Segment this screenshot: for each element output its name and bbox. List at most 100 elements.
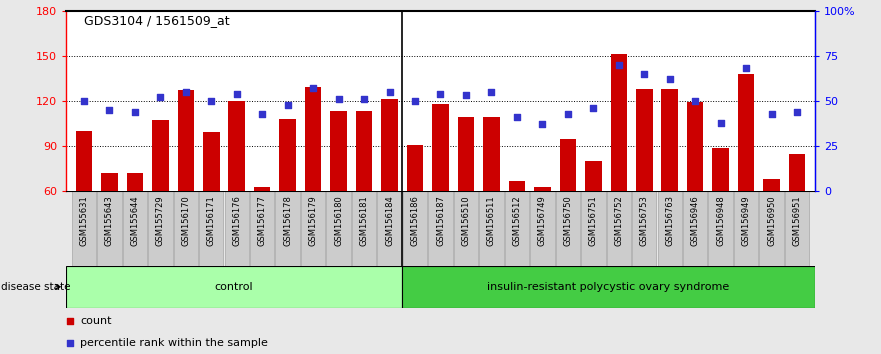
Bar [71,191,96,266]
Bar [683,191,707,266]
Point [561,111,575,116]
Point [765,111,779,116]
Point [663,76,677,82]
Bar [556,191,580,266]
Bar [250,191,274,266]
Text: GSM155631: GSM155631 [79,195,88,246]
Bar [381,99,398,191]
Bar [458,118,474,191]
Point [153,95,167,100]
Bar [301,191,325,266]
Text: GSM156753: GSM156753 [640,195,648,246]
Bar [97,191,122,266]
Text: GSM156181: GSM156181 [359,195,368,246]
Text: insulin-resistant polycystic ovary syndrome: insulin-resistant polycystic ovary syndr… [487,282,729,292]
Point [382,89,396,95]
Bar [662,89,678,191]
Point [408,98,422,104]
Point [63,319,77,324]
Text: GSM156948: GSM156948 [716,195,725,246]
Text: GSM156950: GSM156950 [767,195,776,246]
Bar [534,187,551,191]
Bar [177,90,194,191]
Bar [254,187,270,191]
Point [128,109,142,115]
Text: GSM156951: GSM156951 [793,195,802,246]
Text: GSM156180: GSM156180 [334,195,343,246]
Text: GSM156170: GSM156170 [181,195,190,246]
Text: GSM156949: GSM156949 [742,195,751,246]
Point [485,89,499,95]
Text: GSM155643: GSM155643 [105,195,114,246]
Bar [713,148,729,191]
Bar [508,181,525,191]
Text: GSM156177: GSM156177 [258,195,267,246]
Point [688,98,702,104]
Text: GSM156176: GSM156176 [233,195,241,246]
Text: GSM155729: GSM155729 [156,195,165,246]
Text: GSM156749: GSM156749 [538,195,547,246]
Point [102,107,116,113]
Point [255,111,270,116]
Bar [479,191,504,266]
Bar [127,173,143,191]
Bar [279,119,296,191]
Bar [276,191,300,266]
Text: disease state: disease state [1,282,70,292]
Bar [203,132,219,191]
Point [281,102,295,107]
Text: GSM155644: GSM155644 [130,195,139,246]
Bar [708,191,733,266]
Point [739,65,753,71]
Text: GSM156752: GSM156752 [614,195,623,246]
Point [230,91,244,97]
Text: GSM156184: GSM156184 [385,195,394,246]
Bar [763,179,780,191]
Bar [66,266,402,308]
Bar [356,112,373,191]
Bar [505,191,529,266]
Bar [454,191,478,266]
Bar [377,191,402,266]
Bar [759,191,784,266]
Bar [657,191,682,266]
Bar [483,118,500,191]
Bar [152,120,168,191]
Point [637,71,651,76]
Bar [687,102,704,191]
Point [179,89,193,95]
Text: count: count [80,316,112,326]
Point [63,340,77,346]
Text: GSM156171: GSM156171 [207,195,216,246]
Bar [402,266,815,308]
Text: GSM156751: GSM156751 [589,195,598,246]
Point [790,109,804,115]
Text: GSM156512: GSM156512 [513,195,522,246]
Bar [559,138,576,191]
Point [510,114,524,120]
Bar [76,131,93,191]
Point [331,96,345,102]
Text: control: control [215,282,253,292]
Bar [585,161,602,191]
Bar [632,191,656,266]
Bar [326,191,351,266]
Bar [788,154,805,191]
Bar [330,112,347,191]
Bar [174,191,198,266]
Bar [785,191,810,266]
Bar [407,144,423,191]
Bar [530,191,555,266]
Text: GSM156186: GSM156186 [411,195,419,246]
Point [611,62,626,68]
Bar [607,191,631,266]
Point [77,98,91,104]
Bar [433,104,448,191]
Point [586,105,600,111]
Bar [636,89,653,191]
Bar [122,191,147,266]
Bar [305,87,322,191]
Bar [199,191,224,266]
Text: GSM156511: GSM156511 [487,195,496,246]
Point [357,96,371,102]
